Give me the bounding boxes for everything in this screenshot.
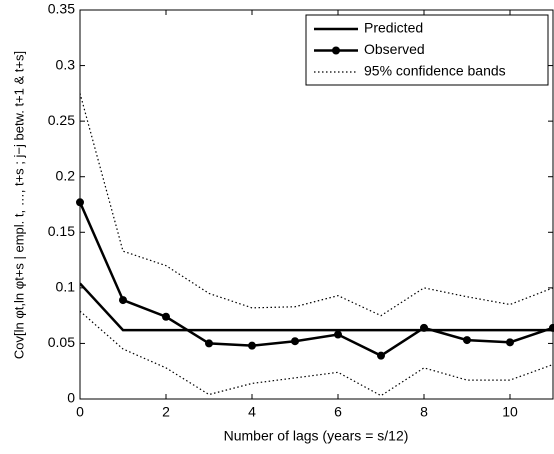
- x-tick-label: 4: [248, 404, 256, 420]
- x-tick-label: 0: [76, 404, 84, 420]
- marker: [549, 323, 554, 332]
- series-line: [80, 282, 553, 332]
- x-tick-label: 8: [420, 404, 428, 420]
- marker: [463, 336, 471, 345]
- legend-marker: [332, 46, 340, 55]
- x-tick-label: 10: [502, 404, 518, 420]
- marker: [119, 296, 127, 305]
- x-axis-label: Number of lags (years = s/12): [224, 428, 409, 444]
- series-line: [80, 93, 553, 317]
- y-tick-label: 0.2: [56, 167, 76, 183]
- series-line: [80, 310, 553, 397]
- x-tick-label: 2: [162, 404, 170, 420]
- marker: [76, 198, 84, 207]
- marker: [205, 339, 213, 348]
- y-tick-label: 0.25: [48, 112, 75, 128]
- series-line: [80, 201, 553, 358]
- y-tick-label: 0.15: [48, 223, 75, 239]
- x-tick-label: 6: [334, 404, 342, 420]
- y-axis-label: Cov[ln φt,ln φt+s | empl. t, …, t+s ; j−…: [11, 51, 26, 359]
- y-tick-label: 0.05: [48, 334, 75, 350]
- y-tick-label: 0.1: [56, 279, 76, 295]
- marker: [162, 312, 170, 321]
- legend-label: Predicted: [364, 20, 423, 36]
- legend-label: Observed: [364, 41, 425, 57]
- marker: [420, 323, 428, 332]
- y-tick-label: 0.35: [48, 1, 75, 17]
- marker: [291, 337, 299, 346]
- marker: [506, 338, 514, 347]
- y-tick-label: 0.3: [56, 56, 76, 72]
- marker: [334, 330, 342, 339]
- legend-label: 95% confidence bands: [364, 63, 506, 79]
- y-tick-label: 0: [67, 390, 75, 406]
- marker: [377, 351, 385, 360]
- marker: [248, 341, 256, 350]
